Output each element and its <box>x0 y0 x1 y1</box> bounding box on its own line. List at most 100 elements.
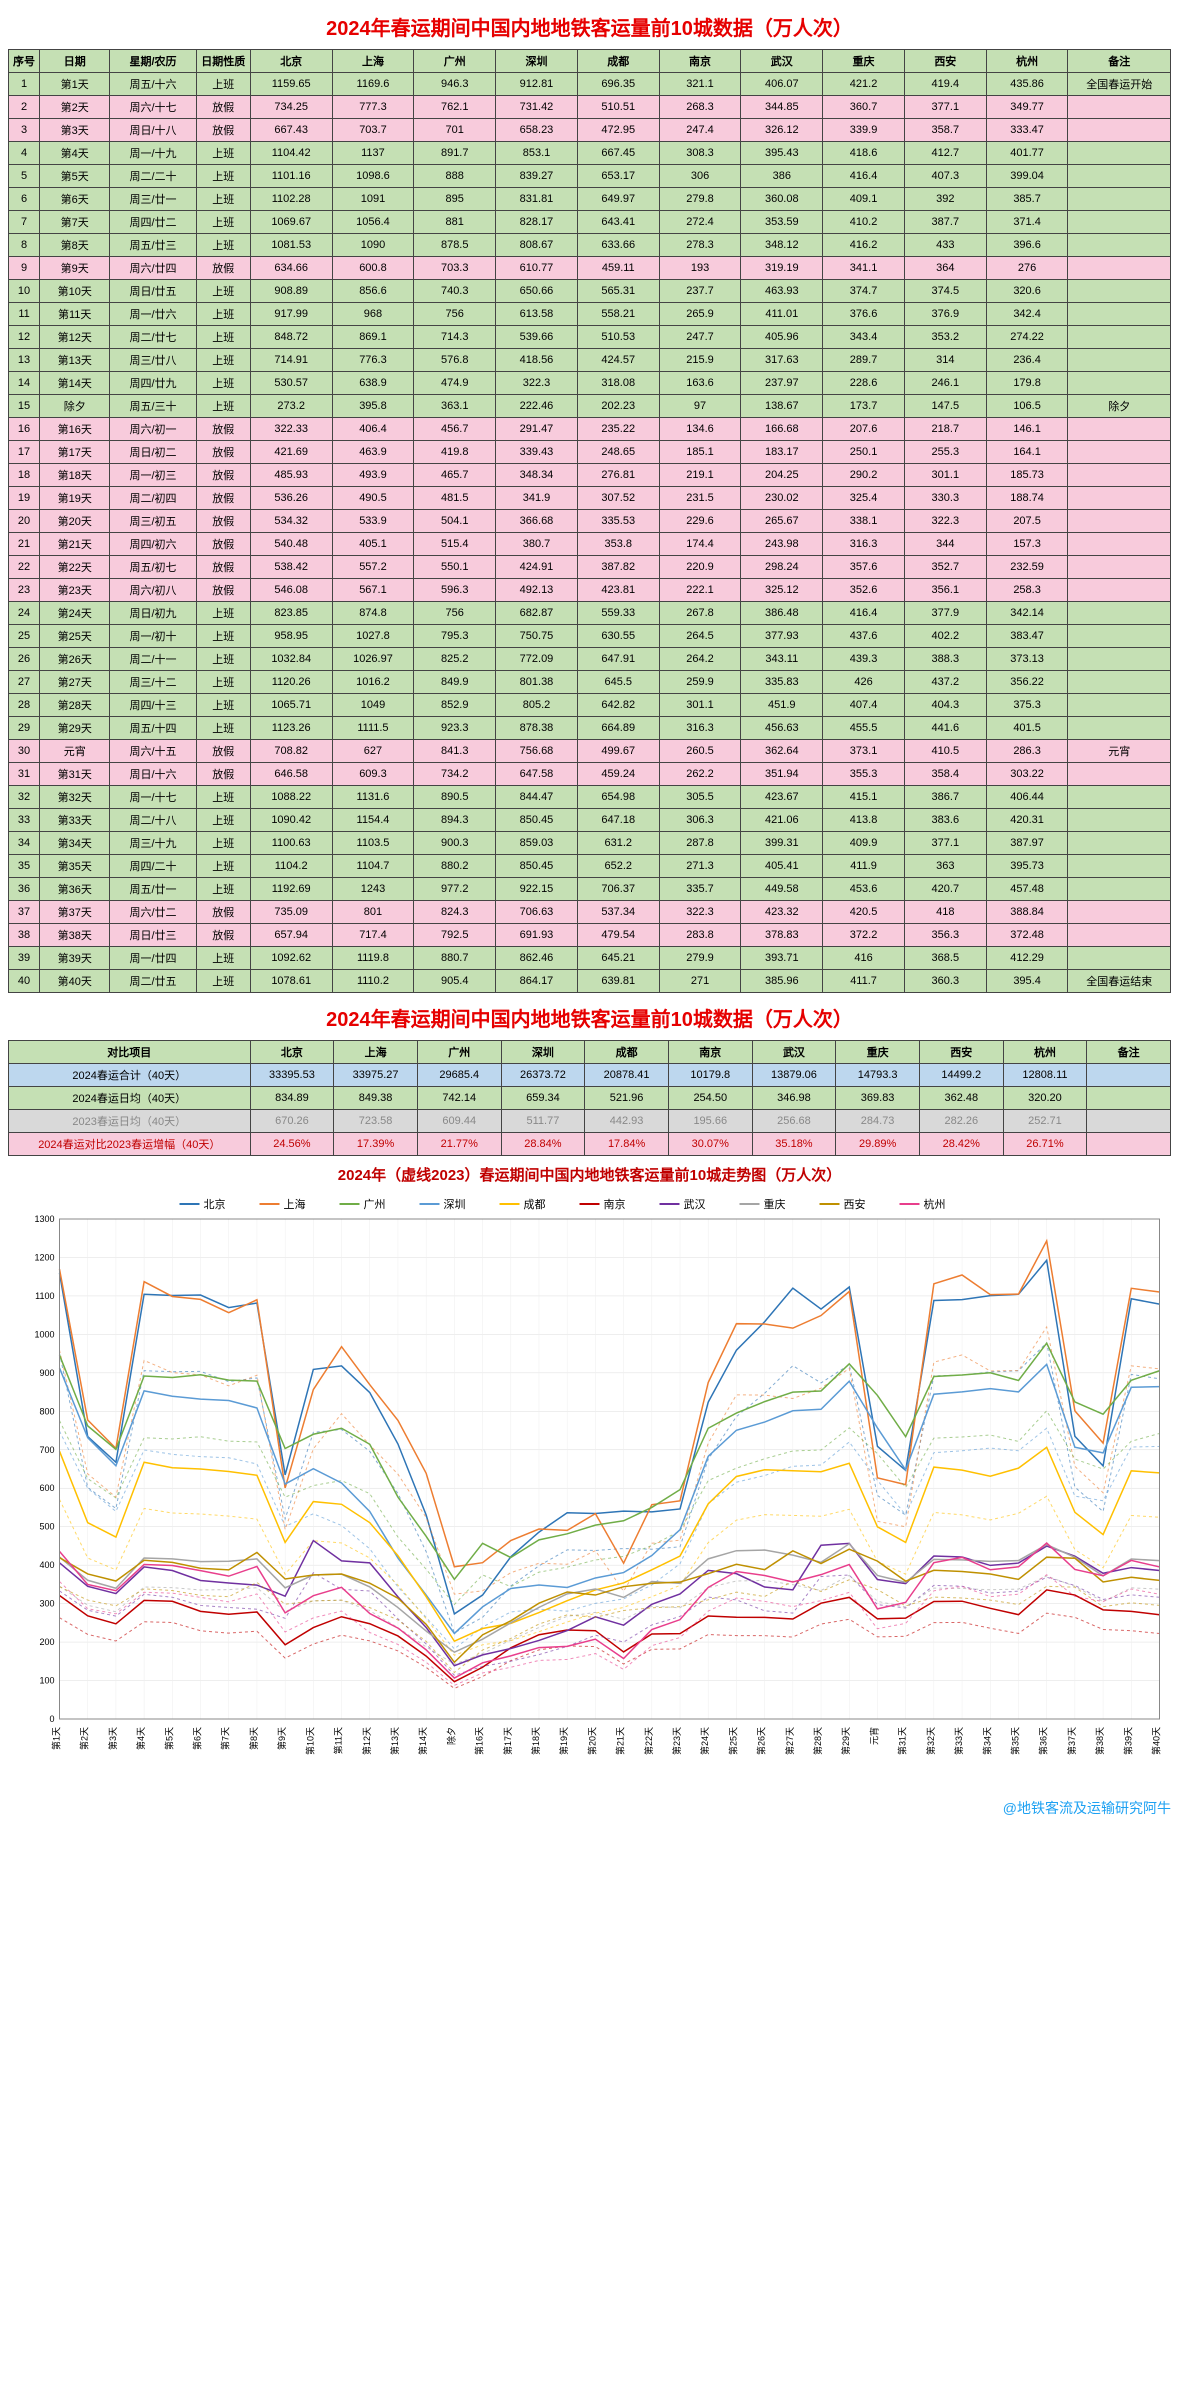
svg-text:700: 700 <box>39 1445 54 1455</box>
table-row: 37第37天周六/廿二放假735.09801824.3706.63537.343… <box>9 901 1171 924</box>
svg-text:300: 300 <box>39 1599 54 1609</box>
table-row: 21第21天周四/初六放假540.48405.1515.4380.7353.81… <box>9 533 1171 556</box>
svg-text:第17天: 第17天 <box>502 1727 513 1755</box>
svg-text:第25天: 第25天 <box>727 1727 738 1755</box>
svg-text:第5天: 第5天 <box>163 1727 174 1750</box>
svg-text:第36天: 第36天 <box>1038 1727 1049 1755</box>
table-row: 30元宵周六/十五放假708.82627841.3756.68499.67260… <box>9 740 1171 763</box>
svg-text:800: 800 <box>39 1406 54 1416</box>
table-row: 23第23天周六/初八放假546.08567.1596.3492.13423.8… <box>9 579 1171 602</box>
table-row: 24第24天周日/初九上班823.85874.8756682.87559.332… <box>9 602 1171 625</box>
svg-text:第2天: 第2天 <box>79 1727 90 1750</box>
table-row: 17第17天周日/初二放假421.69463.9419.8339.43248.6… <box>9 441 1171 464</box>
svg-text:第40天: 第40天 <box>1151 1727 1162 1755</box>
table-row: 36第36天周五/廿一上班1192.691243977.2922.15706.3… <box>9 878 1171 901</box>
table-row: 16第16天周六/初一放假322.33406.4456.7291.47235.2… <box>9 418 1171 441</box>
svg-text:1300: 1300 <box>34 1214 54 1224</box>
svg-text:第29天: 第29天 <box>840 1727 851 1755</box>
svg-text:北京: 北京 <box>204 1197 226 1211</box>
svg-text:第28天: 第28天 <box>812 1727 823 1755</box>
table-row: 34第34天周三/十九上班1100.631103.5900.3859.03631… <box>9 832 1171 855</box>
table-row: 29第29天周五/十四上班1123.261111.5923.3878.38664… <box>9 717 1171 740</box>
svg-text:除夕: 除夕 <box>445 1727 456 1745</box>
table-row: 27第27天周三/十二上班1120.261016.2849.9801.38645… <box>9 671 1171 694</box>
svg-text:1100: 1100 <box>35 1291 54 1301</box>
table-row: 20第20天周三/初五放假534.32533.9504.1366.68335.5… <box>9 510 1171 533</box>
table-row: 7第7天周四/廿二上班1069.671056.4881828.17643.412… <box>9 211 1171 234</box>
summary-row: 2024春运日均（40天）834.89849.38742.14659.34521… <box>9 1087 1171 1110</box>
table-row: 19第19天周二/初四放假536.26490.5481.5341.9307.52… <box>9 487 1171 510</box>
svg-text:第31天: 第31天 <box>897 1727 908 1755</box>
svg-text:100: 100 <box>39 1676 54 1686</box>
svg-text:第7天: 第7天 <box>220 1727 231 1750</box>
table-row: 6第6天周三/廿一上班1102.281091895831.81649.97279… <box>9 188 1171 211</box>
svg-text:重庆: 重庆 <box>764 1197 786 1211</box>
svg-text:武汉: 武汉 <box>684 1198 706 1211</box>
svg-text:第26天: 第26天 <box>756 1727 767 1755</box>
col-header: 星期/农历 <box>110 50 196 73</box>
col-header: 南京 <box>659 50 741 73</box>
table-row: 35第35天周四/二十上班1104.21104.7880.2850.45652.… <box>9 855 1171 878</box>
col-header: 杭州 <box>986 50 1068 73</box>
chart-title: 2024年（虚线2023）春运期间中国内地地铁客运量前10城走势图（万人次） <box>8 1164 1171 1185</box>
summary-row: 2024春运对比2023春运增幅（40天）24.56%17.39%21.77%2… <box>9 1133 1171 1156</box>
svg-text:500: 500 <box>39 1522 54 1532</box>
svg-text:上海: 上海 <box>284 1197 306 1211</box>
col-header: 武汉 <box>741 50 823 73</box>
svg-text:第9天: 第9天 <box>276 1727 287 1750</box>
svg-text:1200: 1200 <box>34 1252 54 1262</box>
table-row: 31第31天周日/十六放假646.58609.3734.2647.58459.2… <box>9 763 1171 786</box>
table-row: 4第4天周一/十九上班1104.421137891.7853.1667.4530… <box>9 142 1171 165</box>
svg-text:第35天: 第35天 <box>1009 1727 1020 1755</box>
col-header: 深圳 <box>496 50 578 73</box>
svg-text:第10天: 第10天 <box>304 1727 315 1755</box>
svg-text:200: 200 <box>39 1637 54 1647</box>
svg-text:第11天: 第11天 <box>333 1727 344 1754</box>
svg-text:第12天: 第12天 <box>361 1727 372 1755</box>
table-row: 5第5天周二/二十上班1101.161098.6888839.27653.173… <box>9 165 1171 188</box>
main-title-2: 2024年春运期间中国内地地铁客运量前10城数据（万人次） <box>8 1003 1171 1032</box>
svg-text:第32天: 第32天 <box>925 1727 936 1755</box>
svg-text:元宵: 元宵 <box>868 1727 879 1745</box>
trend-line-chart: 0100200300400500600700800900100011001200… <box>8 1189 1171 1789</box>
table-row: 2第2天周六/十七放假734.25777.3762.1731.42510.512… <box>9 96 1171 119</box>
table-row: 9第9天周六/廿四放假634.66600.8703.3610.77459.111… <box>9 257 1171 280</box>
table-row: 28第28天周四/十三上班1065.711049852.9805.2642.82… <box>9 694 1171 717</box>
svg-text:第6天: 第6天 <box>192 1727 203 1750</box>
table-row: 33第33天周二/十八上班1090.421154.4894.3850.45647… <box>9 809 1171 832</box>
col-header: 广州 <box>414 50 496 73</box>
main-title: 2024年春运期间中国内地地铁客运量前10城数据（万人次） <box>8 12 1171 41</box>
table-row: 32第32天周一/十七上班1088.221131.6890.5844.47654… <box>9 786 1171 809</box>
summary-table: 对比项目北京上海广州深圳成都南京武汉重庆西安杭州备注 2024春运合计（40天）… <box>8 1040 1171 1156</box>
svg-text:第19天: 第19天 <box>558 1727 569 1755</box>
svg-text:深圳: 深圳 <box>444 1198 466 1211</box>
svg-text:900: 900 <box>39 1368 54 1378</box>
svg-text:广州: 广州 <box>364 1198 386 1211</box>
svg-text:西安: 西安 <box>844 1197 866 1211</box>
summary-row: 2024春运合计（40天）33395.5333975.2729685.42637… <box>9 1064 1171 1087</box>
svg-text:第20天: 第20天 <box>586 1727 597 1755</box>
col-header: 日期 <box>40 50 110 73</box>
svg-text:400: 400 <box>39 1560 54 1570</box>
table-row: 14第14天周四/廿九上班530.57638.9474.9322.3318.08… <box>9 372 1171 395</box>
table-row: 38第38天周日/廿三放假657.94717.4792.5691.93479.5… <box>9 924 1171 947</box>
col-header: 成都 <box>577 50 659 73</box>
table-row: 39第39天周一/廿四上班1092.621119.8880.7862.46645… <box>9 947 1171 970</box>
svg-text:第18天: 第18天 <box>530 1727 541 1755</box>
svg-text:第4天: 第4天 <box>135 1727 146 1750</box>
svg-text:杭州: 杭州 <box>924 1197 946 1211</box>
table-row: 11第11天周一/廿六上班917.99968756613.58558.21265… <box>9 303 1171 326</box>
svg-text:0: 0 <box>49 1714 54 1724</box>
table-row: 8第8天周五/廿三上班1081.531090878.5808.67633.662… <box>9 234 1171 257</box>
svg-text:第22天: 第22天 <box>643 1727 654 1755</box>
table-row: 3第3天周日/十八放假667.43703.7701658.23472.95247… <box>9 119 1171 142</box>
svg-text:成都: 成都 <box>524 1198 546 1211</box>
svg-text:第27天: 第27天 <box>784 1727 795 1755</box>
col-header: 日期性质 <box>196 50 250 73</box>
table-row: 13第13天周三/廿八上班714.91776.3576.8418.56424.5… <box>9 349 1171 372</box>
svg-text:第23天: 第23天 <box>671 1727 682 1755</box>
table-row: 12第12天周二/廿七上班848.72869.1714.3539.66510.5… <box>9 326 1171 349</box>
svg-text:第8天: 第8天 <box>248 1727 259 1750</box>
svg-text:第33天: 第33天 <box>953 1727 964 1755</box>
col-header: 北京 <box>250 50 332 73</box>
